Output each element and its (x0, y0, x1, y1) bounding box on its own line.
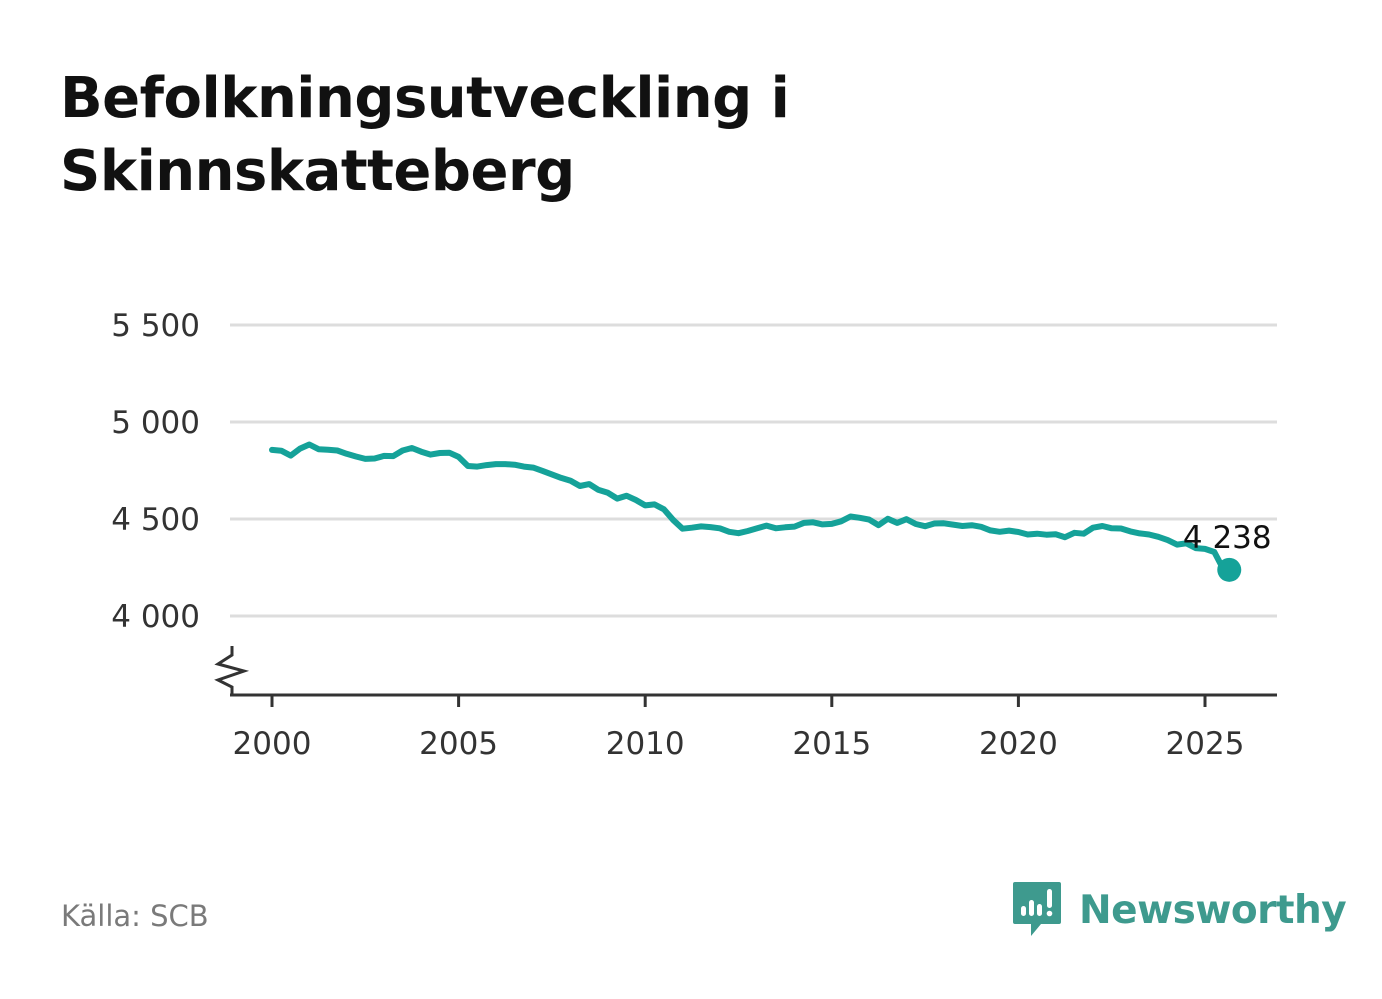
population-line-chart: 4 000 4 500 5 000 5 500 2000 2005 2010 2015 2020… (111, 308, 1277, 762)
x-tick-label-2015: 2015 (792, 726, 871, 762)
y-tick-label-5000: 5 000 (111, 405, 200, 441)
newsworthy-logo-icon (1013, 882, 1061, 936)
y-tick-label-4500: 4 500 (111, 502, 200, 538)
y-tick-label-4000: 4 000 (111, 599, 200, 635)
x-tick-label-2020: 2020 (979, 726, 1058, 762)
newsworthy-logo-text: Newsworthy (1079, 887, 1347, 933)
newsworthy-logo[interactable]: Newsworthy (1011, 880, 1347, 940)
x-tick-label-2005: 2005 (419, 726, 498, 762)
last-value-label: 4 238 (1183, 520, 1272, 556)
chart-title: Befolkningsutveckling i Skinnskatteberg (60, 62, 1060, 208)
chart-title-line-1: Befolkningsutveckling i (60, 66, 790, 131)
x-tick-label-2000: 2000 (233, 726, 312, 762)
population-series-line (269, 441, 1233, 573)
last-value-marker (1217, 557, 1242, 582)
y-axis-break-icon (214, 646, 250, 695)
chart-title-line-2: Skinnskatteberg (60, 139, 575, 204)
x-tick-label-2010: 2010 (606, 726, 685, 762)
x-tick-label-2025: 2025 (1166, 726, 1245, 762)
y-tick-label-5500: 5 500 (111, 308, 200, 344)
source-note: Källa: SCB (61, 899, 209, 933)
